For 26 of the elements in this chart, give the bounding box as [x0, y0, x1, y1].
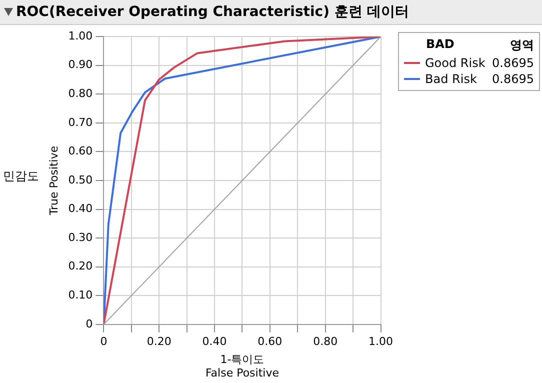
x-tick-label: 0.20 [146, 334, 172, 348]
legend-label: Good Risk [425, 56, 486, 70]
y-tick-label: 0.20 [68, 260, 93, 273]
y-tick-label: 0.70 [68, 116, 93, 129]
text: 민감도 True Positive [3, 146, 60, 216]
text: 0.8695 [492, 56, 534, 70]
y-tick-label: 0 [86, 317, 93, 330]
y-tick-label: 0.30 [68, 230, 93, 244]
chart-title: ROC(Receiver Operating Characteristic) 훈련 데이터 [16, 3, 410, 21]
text: 0.8695 [492, 72, 534, 86]
y-tick-label: 0.90 [68, 58, 93, 72]
y-tick-label: 0.80 [68, 87, 93, 100]
legend-label: Bad Risk [425, 72, 478, 86]
x-tick-label: 0 [100, 334, 108, 348]
y-tick-label: 1.00 [68, 29, 93, 42]
legend-title: BAD [426, 37, 454, 53]
y-tick-label: 0.50 [68, 173, 93, 186]
y-tick-label: 0.10 [68, 288, 93, 302]
x-tick-label: 0.40 [202, 334, 227, 348]
y-tick-label: 0.40 [68, 202, 93, 216]
text: 영역 [510, 37, 534, 54]
x-tick-label: 0.80 [313, 334, 338, 348]
x-tick-label: 0.60 [258, 334, 282, 348]
x-axis-title: 1-특이도 False Positive [205, 353, 280, 380]
x-tick-label: 1.00 [368, 334, 394, 348]
y-tick-label: 0.60 [68, 144, 93, 158]
